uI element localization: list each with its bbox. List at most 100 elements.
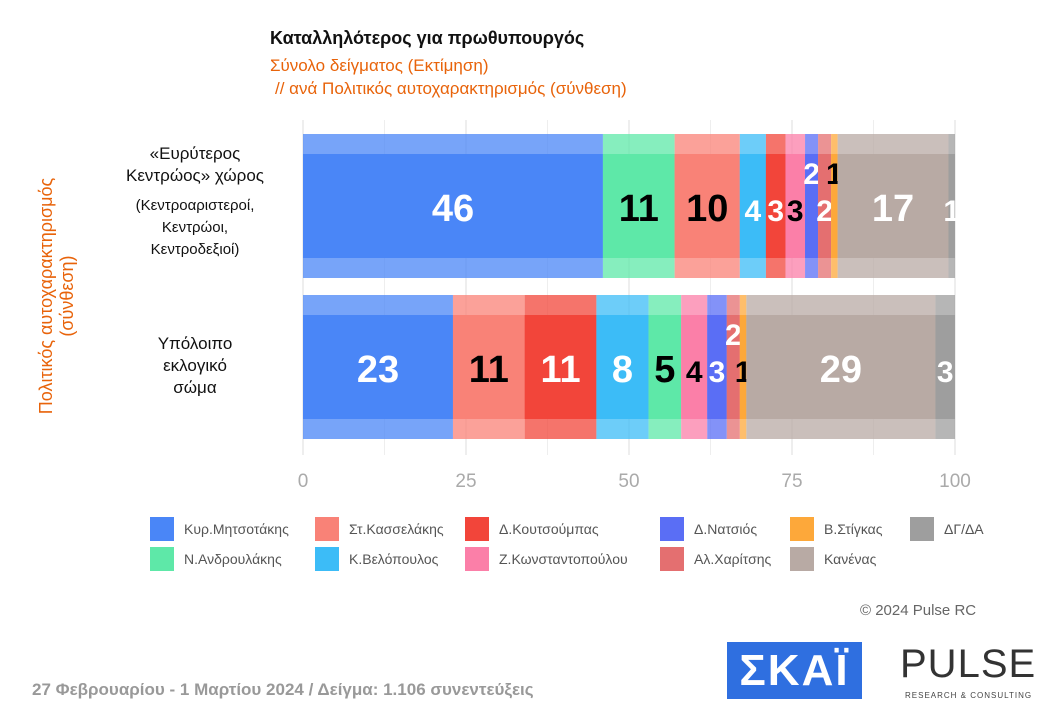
footer-note: 27 Φεβρουαρίου - 1 Μαρτίου 2024 / Δείγμα… (32, 680, 534, 699)
legend-label: Β.Στίγκας (824, 521, 883, 537)
data-label: 17 (872, 188, 914, 230)
bar-segment (726, 315, 740, 419)
data-label: 2 (816, 195, 833, 228)
legend-item: Στ.Κασσελάκης (315, 517, 465, 541)
legend-label: Κ.Βελόπουλος (349, 551, 439, 567)
bar-segment (805, 154, 819, 258)
data-label: 46 (432, 188, 474, 230)
data-label: 23 (357, 349, 399, 391)
data-label: 11 (469, 349, 509, 391)
legend-swatch (315, 547, 339, 571)
bar-segment (746, 315, 936, 419)
bar-segment (681, 315, 708, 419)
data-label: 3 (709, 356, 726, 389)
legend-item: Ζ.Κωνσταντοπούλου (465, 547, 660, 571)
data-label: 11 (619, 188, 659, 230)
legend-label: Κυρ.Μητσοτάκης (184, 521, 289, 537)
bar-segment (674, 154, 740, 258)
data-label: 3 (787, 195, 804, 228)
legend-swatch (465, 517, 489, 541)
bar-segment (596, 315, 649, 419)
legend-label: Κανένας (824, 551, 877, 567)
bar-segment (765, 154, 786, 258)
bar-segment (948, 154, 955, 258)
legend-item: Κυρ.Μητσοτάκης (150, 517, 315, 541)
bar-segment (935, 315, 955, 419)
data-label: 2 (803, 158, 820, 191)
data-label: 2 (725, 319, 742, 352)
legend-label: Δ.Νατσιός (694, 521, 758, 537)
data-label: 1 (943, 195, 960, 228)
category-subline: Κεντρώοι, (161, 219, 229, 236)
category-subline: Κεντροδεξιοί) (150, 241, 240, 258)
legend-swatch (790, 547, 814, 571)
category-line: εκλογικό (163, 356, 227, 375)
legend-label: Ζ.Κωνσταντοπούλου (499, 551, 628, 567)
pulse-logo: PULSE (900, 642, 1037, 686)
data-label: 4 (686, 356, 703, 389)
legend-swatch (150, 547, 174, 571)
legend-swatch (660, 547, 684, 571)
legend-label: Δ.Κουτσούμπας (499, 521, 599, 537)
x-tick-label: 0 (298, 471, 309, 492)
category-line: «Ευρύτερος (149, 144, 241, 163)
bar-segment (524, 315, 597, 419)
data-label: 3 (767, 195, 784, 228)
bar-segment (739, 154, 766, 258)
x-tick-label: 75 (781, 471, 802, 492)
data-label: 4 (745, 195, 762, 228)
category-subline: (Κεντροαριστεροί, (135, 197, 255, 214)
bar-segment (818, 154, 832, 258)
category-line: σώμα (173, 378, 217, 397)
legend-item: Δ.Νατσιός (660, 517, 790, 541)
legend-swatch (910, 517, 934, 541)
legend-item: Δ.Κουτσούμπας (465, 517, 660, 541)
bar-segment (602, 154, 675, 258)
bar-segment (707, 315, 727, 419)
legend-swatch (315, 517, 339, 541)
bar-segment (303, 315, 453, 419)
data-label: 5 (654, 349, 675, 391)
legend-label: Αλ.Χαρίτσης (694, 551, 772, 567)
x-tick-label: 50 (618, 471, 639, 492)
data-label: 8 (612, 349, 633, 391)
category-label: Υπόλοιπο εκλογικό σώμα (95, 333, 295, 399)
legend-swatch (150, 517, 174, 541)
legend-item: Κανένας (790, 547, 910, 571)
skai-logo: ΣΚΑΪ (727, 642, 862, 699)
data-label: 11 (540, 349, 580, 391)
bar-segment (452, 315, 525, 419)
legend: Κυρ.Μητσοτάκης Στ.Κασσελάκης Δ.Κουτσούμπας… (150, 517, 1040, 571)
x-tick-label: 25 (455, 471, 476, 492)
legend-item: ΔΓ/ΔΑ (910, 517, 1010, 541)
chart-title: Καταλληλότερος για πρωθυπουργός (270, 28, 585, 48)
legend-swatch (660, 517, 684, 541)
bar-segment (785, 154, 806, 258)
bar-segment (739, 315, 747, 419)
category-line: Υπόλοιπο (157, 334, 233, 353)
bar-segment (831, 154, 838, 258)
legend-label: Στ.Κασσελάκης (349, 521, 444, 537)
legend-swatch (790, 517, 814, 541)
x-tick-label: 100 (939, 471, 971, 492)
data-label: 3 (937, 356, 954, 389)
legend-item: Αλ.Χαρίτσης (660, 547, 790, 571)
data-label: 29 (820, 349, 862, 391)
category-label: «Ευρύτερος Κεντρώος» χώρος (Κεντροαριστερο… (95, 143, 295, 261)
legend-item: Β.Στίγκας (790, 517, 910, 541)
bar-segment (837, 154, 949, 258)
chart-subtitle-2: // ανά Πολιτικός αυτοχαρακτηρισμός (σύνθ… (275, 79, 627, 98)
category-line: Κεντρώος» χώρος (126, 166, 264, 185)
data-label: 10 (686, 188, 728, 230)
legend-label: Ν.Ανδρουλάκης (184, 551, 282, 567)
bar-segment (303, 154, 603, 258)
copyright: © 2024 Pulse RC (860, 602, 977, 619)
bar-segment (648, 315, 682, 419)
legend-swatch (465, 547, 489, 571)
chart-subtitle: Σύνολο δείγματος (Εκτίμηση) (270, 56, 489, 75)
legend-item: Κ.Βελόπουλος (315, 547, 465, 571)
pulse-logo-sub: RESEARCH & CONSULTING (905, 691, 1033, 700)
legend-item: Ν.Ανδρουλάκης (150, 547, 315, 571)
legend-label: ΔΓ/ΔΑ (944, 521, 984, 537)
